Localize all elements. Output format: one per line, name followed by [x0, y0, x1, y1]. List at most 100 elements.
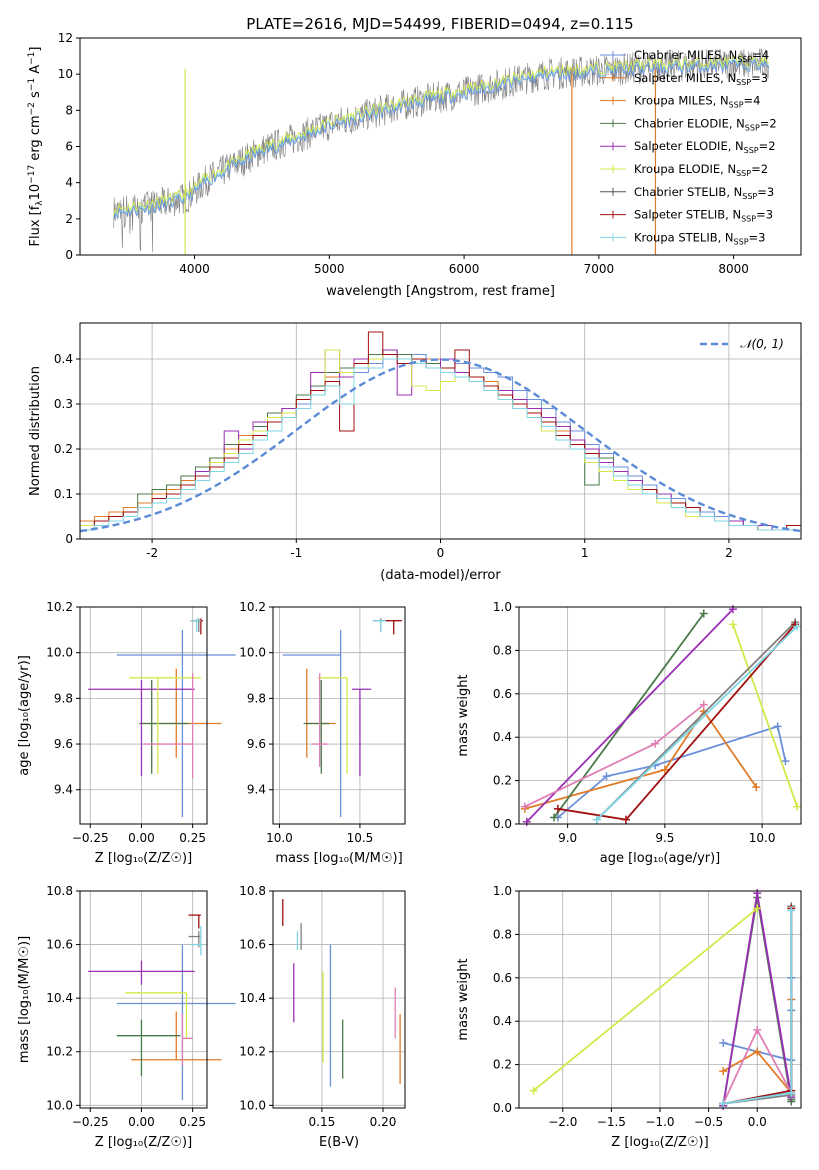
panel-age_vs_mass: 10.0 10.5 9.4 9.6 9.8 10.0 10.2 mass [log₁₀(M/M… [239, 600, 406, 866]
y-tick-label: 0.8 [493, 927, 512, 941]
y-tick-label: 0.4 [54, 352, 73, 366]
y-tick-label: 0.1 [54, 487, 73, 501]
y-tick-label: 9.4 [247, 783, 266, 797]
y-axis-label: mass [log₁₀(M/M☉)] [17, 936, 32, 1063]
errorbar-point [190, 925, 203, 956]
axes: −0.25 0.00 0.25 10.0 10.2 10.4 10.6 10.8 [46, 884, 208, 1129]
errorbar-point [181, 1014, 193, 1066]
weight-line [526, 608, 734, 823]
weight-line [533, 907, 758, 1092]
x-tick-label: 0.00 [128, 1115, 155, 1129]
axes: 10.0 10.5 9.4 9.6 9.8 10.0 10.2 [239, 600, 406, 845]
histogram-step [80, 358, 801, 531]
y-axis-label: age [log₁₀(age/yr)] [17, 655, 32, 776]
x-axis-label: mass [log₁₀(M/M☉)] [275, 851, 402, 866]
y-tick-label: 10 [58, 67, 73, 81]
legend-label: Kroupa STELIB, NSSP=3 [634, 230, 765, 246]
legend-label: Salpeter ELODIE, NSSP=2 [634, 139, 776, 155]
x-axis-label: age [log₁₀(age/yr)] [600, 851, 721, 866]
legend-eq: =2 [751, 162, 768, 176]
errorbar-point [303, 680, 330, 774]
legend-eq: =2 [759, 139, 776, 153]
errorbar-point [143, 673, 194, 779]
y-tick-label: 9.6 [54, 737, 73, 751]
x-tick-label: 10.0 [266, 831, 293, 845]
y-label-sup: −1 [27, 52, 37, 65]
x-axis-label: E(B-V) [319, 1135, 359, 1150]
y-tick-label: 0.6 [493, 971, 512, 985]
legend-sub: SSP [729, 101, 744, 110]
errorbar-point [116, 1019, 181, 1076]
legend-sub: SSP [736, 78, 751, 87]
legend: Chabrier MILES, NSSP=4 Salpeter MILES, NS… [600, 48, 777, 246]
x-axis-label: wavelength [Angstrom, rest frame] [326, 284, 555, 299]
axes: -2 -1 0 1 2 0 0.1 0.2 0.3 0.4 [54, 322, 802, 560]
y-tick-label: 10.2 [46, 600, 73, 614]
legend-sub: SSP [734, 237, 749, 246]
x-axis-label: (data-model)/error [380, 568, 501, 583]
legend-label: Salpeter STELIB, NSSP=3 [634, 208, 773, 224]
errorbar-point [188, 914, 201, 929]
axes-frame [518, 606, 802, 825]
x-tick-label: 7000 [584, 262, 615, 276]
legend-label: Chabrier ELODIE, NSSP=2 [634, 116, 777, 132]
x-tick-label: −1.5 [597, 1115, 626, 1129]
y-label-part: erg cm [28, 115, 43, 164]
y-label-part: A [28, 65, 43, 78]
legend-eq: =3 [749, 230, 766, 244]
weight-line [524, 703, 705, 808]
weight-line [557, 725, 787, 819]
errorbar-point [318, 677, 348, 774]
legend-eq: =2 [760, 116, 777, 130]
x-tick-label: 10.0 [749, 831, 776, 845]
y-tick-label: 1.0 [493, 600, 512, 614]
errorbar-point [351, 688, 372, 777]
y-axis-label: mass weight [456, 674, 471, 756]
x-axis-label: Z [log₁₀(Z/Z☉)] [95, 1135, 192, 1150]
y-axis-label: Flux [fλ10−17 erg cm−2 s−1 A−1] [27, 47, 45, 247]
legend-sub: SSP [745, 123, 760, 132]
y-axis-label: Normed distribution [28, 366, 43, 496]
x-axis-label: Z [log₁₀(Z/Z☉)] [95, 851, 192, 866]
y-tick-label: 10.4 [46, 991, 73, 1005]
x-tick-label: −1.0 [645, 1115, 674, 1129]
axes: 9.0 9.5 10.0 0.0 0.2 0.4 0.6 0.8 1.0 [493, 600, 802, 845]
legend-label: Chabrier STELIB, NSSP=3 [634, 185, 774, 201]
y-tick-label: 0.2 [493, 1058, 512, 1072]
x-tick-label: 8000 [718, 262, 749, 276]
y-tick-label: 0.4 [493, 730, 512, 744]
y-label-part: s [28, 91, 43, 102]
y-tick-label: 9.8 [54, 691, 73, 705]
axes: 0.15 0.20 10.0 10.2 10.4 10.6 10.8 [239, 884, 406, 1129]
axes: −0.25 0.00 0.25 9.4 9.6 9.8 10.0 10.2 [46, 600, 208, 845]
x-tick-label: 0.0 [748, 1115, 767, 1129]
errorbar-point [88, 960, 195, 985]
axes: −2.0 −1.5 −1.0 −0.5 0.0 0.0 0.2 0.4 0.6 0.8 1.0 [493, 884, 802, 1129]
y-tick-label: 10.0 [239, 646, 266, 660]
errorbar-point [125, 992, 188, 1039]
legend-sub: SSP [744, 146, 759, 155]
y-label-sup: −17 [27, 165, 37, 184]
y-tick-label: 9.8 [247, 691, 266, 705]
legend-eq: =3 [757, 185, 774, 199]
legend-sub: SSP [736, 169, 751, 178]
y-tick-label: 10.4 [239, 991, 266, 1005]
errorbar-point [190, 618, 201, 633]
y-tick-label: 10.8 [239, 884, 266, 898]
y-tick-label: 9.4 [54, 783, 73, 797]
y-tick-label: 2 [65, 212, 73, 226]
y-label-part: 10 [28, 184, 43, 201]
panel-age_vs_Z: −0.25 0.00 0.25 9.4 9.6 9.8 10.0 10.2 Z [log₁₀(Z… [17, 600, 236, 866]
y-tick-label: 10.8 [46, 884, 73, 898]
y-tick-label: 0.6 [493, 687, 512, 701]
axes-frame [79, 890, 208, 1109]
legend-eq: =3 [756, 208, 773, 222]
errorbar-point [88, 680, 195, 777]
errorbar-point [311, 673, 328, 767]
legend-label: Salpeter MILES, NSSP=3 [634, 71, 768, 87]
x-tick-label: −2.0 [548, 1115, 577, 1129]
x-tick-label: 9.5 [655, 831, 674, 845]
legend-sub: SSP [741, 215, 756, 224]
